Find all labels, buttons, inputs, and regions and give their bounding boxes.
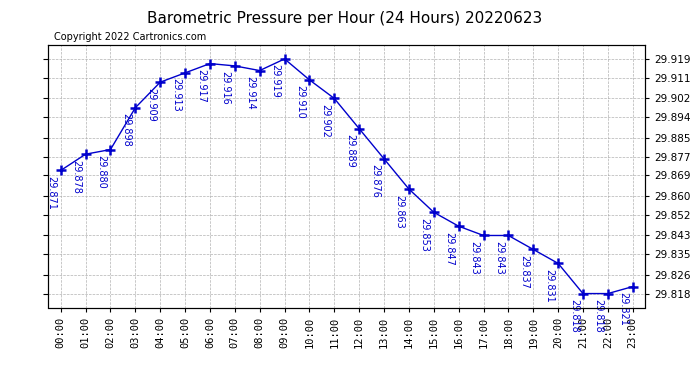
Text: Copyright 2022 Cartronics.com: Copyright 2022 Cartronics.com [55, 32, 206, 42]
Text: 29.902: 29.902 [320, 104, 330, 138]
Text: 29.871: 29.871 [46, 176, 57, 210]
Text: 29.913: 29.913 [171, 78, 181, 112]
Text: 29.898: 29.898 [121, 113, 131, 147]
Text: 29.919: 29.919 [270, 64, 280, 98]
Text: Barometric Pressure per Hour (24 Hours) 20220623: Barometric Pressure per Hour (24 Hours) … [148, 11, 542, 26]
Text: 29.914: 29.914 [246, 76, 255, 110]
Text: 29.889: 29.889 [345, 134, 355, 168]
Text: 29.818: 29.818 [569, 299, 579, 333]
Text: 29.843: 29.843 [494, 241, 504, 275]
Text: 29.876: 29.876 [370, 164, 380, 198]
Text: 29.847: 29.847 [444, 232, 455, 266]
Text: 29.843: 29.843 [469, 241, 480, 275]
Text: 29.917: 29.917 [196, 69, 206, 103]
Text: 29.818: 29.818 [593, 299, 604, 333]
Text: 29.821: 29.821 [618, 292, 629, 326]
Text: 29.916: 29.916 [221, 72, 230, 105]
Text: 29.878: 29.878 [72, 160, 81, 194]
Text: 29.909: 29.909 [146, 88, 156, 122]
Text: 29.837: 29.837 [519, 255, 529, 289]
Text: 29.863: 29.863 [395, 195, 405, 228]
Text: 29.853: 29.853 [420, 218, 430, 252]
Text: 29.910: 29.910 [295, 86, 305, 119]
Text: 29.880: 29.880 [97, 155, 106, 189]
Text: 29.831: 29.831 [544, 269, 554, 303]
